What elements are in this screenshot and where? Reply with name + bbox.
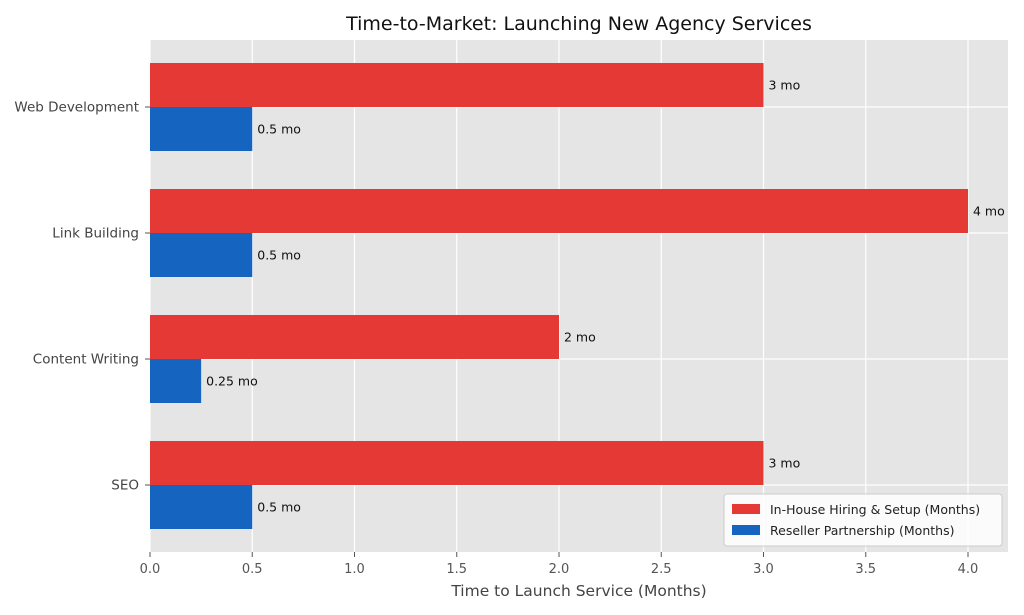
bar-data-label: 0.5 mo	[257, 248, 301, 263]
x-tick-label: 1.5	[446, 562, 467, 577]
bar-data-label: 3 mo	[769, 456, 801, 471]
bar-data-label: 4 mo	[973, 204, 1005, 219]
x-tick-label: 0.0	[140, 562, 161, 577]
legend-box	[723, 493, 1003, 547]
bar-reseller	[150, 107, 253, 151]
x-tick-label: 2.5	[651, 562, 672, 577]
x-tick-label: 0.5	[242, 562, 263, 577]
bar-data-label: 0.5 mo	[257, 500, 301, 515]
bar-inhouse	[150, 315, 559, 359]
bar-reseller	[150, 485, 253, 529]
x-tick-label: 2.0	[549, 562, 570, 577]
bar-data-label: 0.25 mo	[206, 374, 258, 389]
legend: In-House Hiring & Setup (Months) Reselle…	[723, 493, 1003, 547]
legend-label-inhouse: In-House Hiring & Setup (Months)	[770, 502, 980, 517]
category-label: Content Writing	[33, 352, 139, 368]
category-label: Web Development	[14, 100, 139, 116]
legend-label-reseller: Reseller Partnership (Months)	[770, 523, 954, 538]
bar-data-label: 0.5 mo	[257, 122, 301, 137]
bar-reseller	[150, 233, 253, 277]
x-axis-ticks: 0.0 0.5 1.0 1.5 2.0 2.5 3.0 3.5 4.0	[140, 552, 979, 577]
bar-inhouse	[150, 63, 764, 107]
chart-title: Time-to-Market: Launching New Agency Ser…	[345, 13, 812, 35]
bar-reseller	[150, 359, 202, 403]
y-axis-ticks: Web Development Link Building Content Writ…	[14, 100, 150, 494]
x-tick-label: 3.0	[753, 562, 774, 577]
x-tick-label: 4.0	[958, 562, 979, 577]
legend-swatch-inhouse	[732, 504, 760, 514]
x-axis-label: Time to Launch Service (Months)	[450, 582, 706, 600]
category-label: Link Building	[52, 226, 139, 242]
bars	[150, 63, 968, 529]
bar-data-label: 2 mo	[564, 330, 596, 345]
bar-labels: 3 mo 0.5 mo 4 mo 0.5 mo 2 mo 0.25 mo 3 mo 0.5 m…	[206, 78, 1005, 515]
category-label: SEO	[111, 478, 139, 494]
x-tick-label: 1.0	[344, 562, 365, 577]
bar-inhouse	[150, 441, 764, 485]
legend-swatch-reseller	[732, 525, 760, 535]
bar-inhouse	[150, 189, 968, 233]
bar-data-label: 3 mo	[769, 78, 801, 93]
x-tick-label: 3.5	[855, 562, 876, 577]
